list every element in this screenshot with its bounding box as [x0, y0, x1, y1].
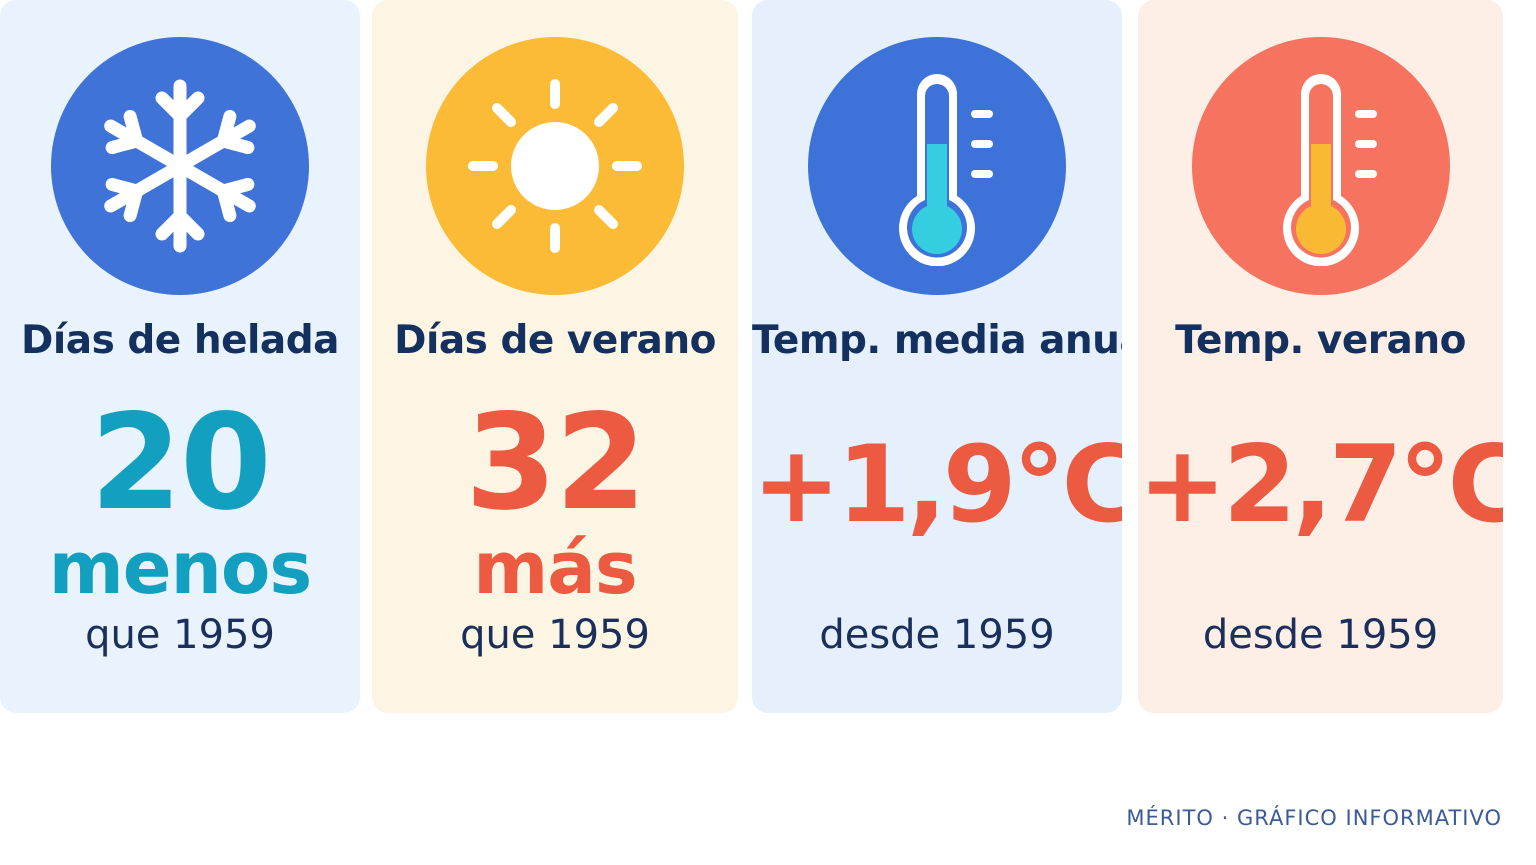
frost-days-title: Días de helada: [21, 318, 339, 363]
snowflake-icon: [104, 79, 256, 253]
frost-icon-circle: [51, 37, 309, 295]
sun-icon: [468, 79, 642, 253]
sun-icon-circle: [426, 37, 684, 295]
annual-temp-card: Temp. media anual +1,9°C desde 1959: [752, 0, 1122, 713]
thermometer-hot-icon: [1282, 74, 1377, 266]
summer-days-value: 32: [465, 386, 647, 540]
annual-temp-icon-circle: [808, 37, 1066, 295]
frost-days-reference: que 1959: [85, 612, 275, 658]
frost-days-card: Días de helada 20 menos que 1959: [0, 0, 360, 713]
annual-temp-reference: desde 1959: [819, 612, 1055, 658]
summer-days-title: Días de verano: [394, 318, 716, 363]
summer-days-reference: que 1959: [460, 612, 650, 658]
summer-temp-value: +2,7°C: [1138, 423, 1503, 546]
summer-temp-title: Temp. verano: [1175, 318, 1466, 363]
summer-days-qualifier: más: [473, 526, 637, 610]
frost-days-value: 20: [90, 386, 272, 540]
summer-temp-icon-circle: [1191, 37, 1450, 295]
frost-days-qualifier: menos: [48, 526, 312, 610]
annual-temp-value: +1,9°C: [752, 423, 1122, 546]
thermometer-cold-icon: [899, 74, 993, 266]
summer-days-card: Días de verano 32 más que 1959: [372, 0, 738, 713]
annual-temp-title: Temp. media anual: [752, 318, 1122, 363]
footer-credit: MÉRITO · GRÁFICO INFORMATIVO: [1126, 806, 1502, 830]
summer-temp-reference: desde 1959: [1202, 612, 1439, 658]
summer-temp-card: Temp. verano +2,7°C desde 1959: [1138, 0, 1503, 713]
